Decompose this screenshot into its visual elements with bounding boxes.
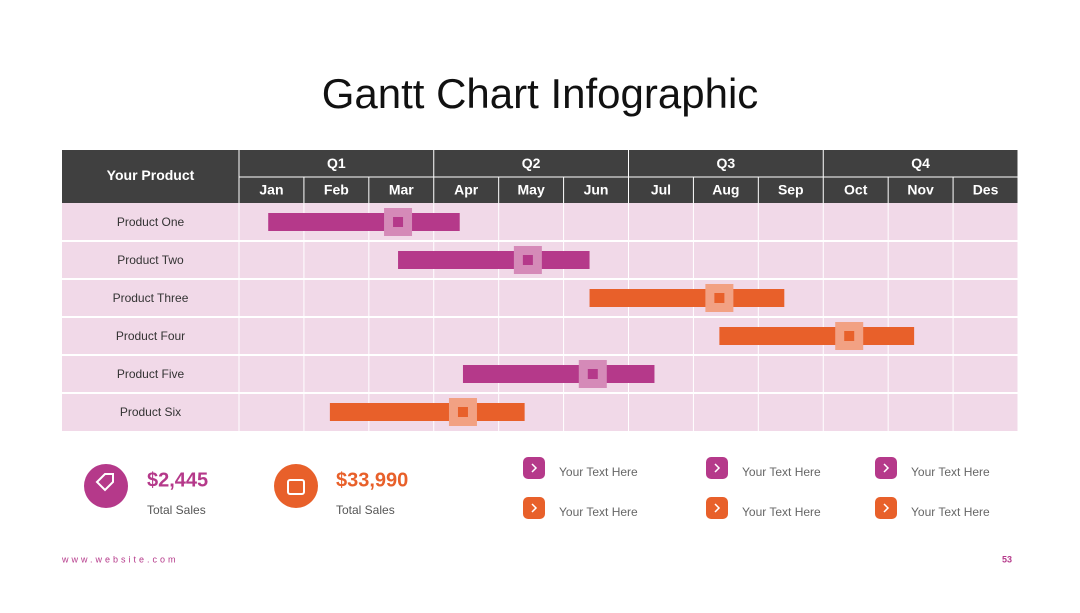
month-label: Des [973,182,999,198]
stat-label: Total Sales [147,503,206,517]
quarter-label: Q1 [327,155,346,171]
gantt-chart: Your Product Q1 Q2 Q3 Q4 Jan Feb Mar Apr May Jun Ju… [62,150,1019,431]
milestone-core [714,293,725,303]
row-label: Product One [117,215,185,229]
item-text: Your Text Here [742,465,821,479]
task-bar [462,365,655,383]
month-label: Feb [324,182,349,198]
quarter-label: Q2 [522,155,541,171]
item-icon [523,497,545,519]
stat-icon [84,464,128,508]
stat-label: Total Sales [336,503,395,517]
month-label: Oct [844,182,868,198]
footer-website: www.website.com [61,554,179,564]
month-label: May [518,182,545,198]
item-text: Your Text Here [559,465,638,479]
item-chevron [531,503,538,513]
stat-value: $33,990 [336,469,408,491]
row-label: Product Two [117,253,184,267]
item-chevron [883,503,890,513]
row-label: Product Six [120,405,181,419]
page-number: 53 [1002,554,1012,564]
task-bar [268,213,460,231]
stat-value: $2,445 [147,469,208,491]
milestone-core [587,369,598,379]
item-chevron [714,503,721,513]
month-label: Jun [584,182,609,198]
item-text: Your Text Here [742,505,821,519]
month-label: Jan [259,182,283,198]
task-bar [589,289,785,307]
slide-title: Gantt Chart Infographic [322,70,759,117]
quarter-label: Q4 [911,155,930,171]
item-chevron [714,463,721,473]
month-label: Jul [651,182,671,198]
row-label: Product Three [113,291,189,305]
text-items: Your Text Here Your Text Here Your Text He… [523,457,990,519]
item-text: Your Text Here [911,465,990,479]
stat-icon [274,464,318,508]
month-label: Apr [454,182,479,198]
item-chevron [883,463,890,473]
item-icon [523,457,545,479]
row-label: Product Five [117,367,185,381]
month-label: Sep [778,182,804,198]
row-label: Product Four [116,329,185,343]
item-icon [875,497,897,519]
header-label: Your Product [107,167,195,183]
item-text: Your Text Here [911,505,990,519]
item-chevron [531,463,538,473]
milestone-core [457,407,468,417]
quarter-label: Q3 [717,155,736,171]
month-label: Nov [907,182,934,198]
task-bar [398,251,590,269]
milestone-core [522,255,533,265]
bag-icon [287,479,305,495]
task-bar [719,327,915,345]
milestone-core [844,331,855,341]
tag-icon [95,473,114,492]
task-bar [329,403,525,421]
month-label: Mar [389,182,414,198]
item-icon [706,457,728,479]
month-label: Aug [712,182,739,198]
milestone-core [393,217,404,227]
item-icon [706,497,728,519]
item-text: Your Text Here [559,505,638,519]
item-icon [875,457,897,479]
